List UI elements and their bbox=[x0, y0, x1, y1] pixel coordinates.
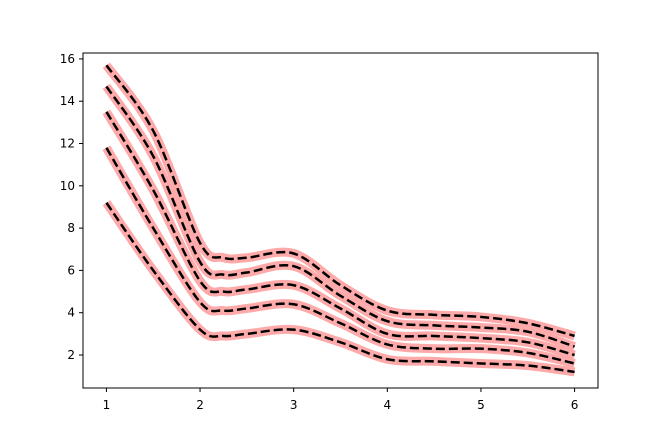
x-tick-label: 6 bbox=[571, 398, 579, 412]
y-tick-label: 8 bbox=[67, 221, 75, 235]
y-tick-label: 6 bbox=[67, 263, 75, 277]
y-tick-label: 2 bbox=[67, 348, 75, 362]
y-tick-label: 10 bbox=[60, 179, 75, 193]
y-tick-label: 12 bbox=[60, 137, 75, 151]
x-tick-label: 3 bbox=[290, 398, 298, 412]
line-band bbox=[102, 83, 577, 351]
y-tick-label: 14 bbox=[60, 94, 75, 108]
x-tick-label: 1 bbox=[103, 398, 111, 412]
dashed-line bbox=[105, 111, 575, 357]
y-tick-label: 16 bbox=[60, 52, 75, 66]
x-tick-label: 2 bbox=[196, 398, 204, 412]
y-tick-label: 4 bbox=[67, 306, 75, 320]
x-tick-label: 5 bbox=[477, 398, 485, 412]
dashed-line bbox=[105, 202, 575, 374]
dashed-line bbox=[105, 64, 575, 338]
dashed-line bbox=[105, 147, 575, 365]
x-tick-label: 4 bbox=[383, 398, 391, 412]
plot-frame bbox=[82, 52, 599, 389]
